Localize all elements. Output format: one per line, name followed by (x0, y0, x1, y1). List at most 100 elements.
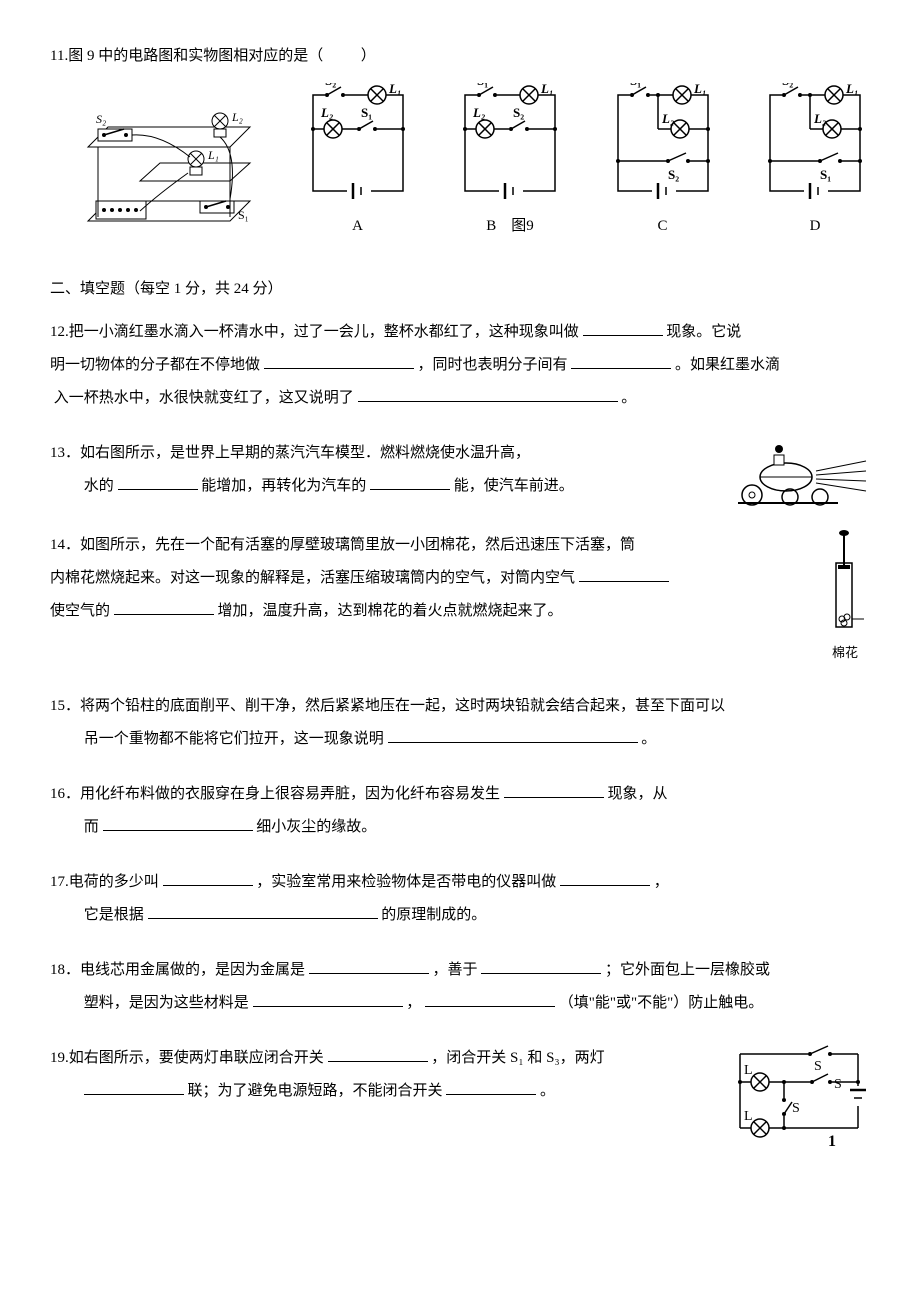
svg-text:S₂: S₂ (668, 167, 679, 182)
blank[interactable] (309, 958, 429, 974)
svg-text:L₂: L₂ (472, 105, 485, 120)
q12-t3: 明一切物体的分子都在不停地做 (50, 357, 260, 373)
svg-text:S₂: S₂ (96, 112, 106, 126)
q11-text-a: 11.图 9 中的电路图和实物图相对应的是（ (50, 48, 323, 64)
q15-t3: 。 (641, 731, 656, 747)
q14-figure: 棉花 (820, 529, 870, 668)
q11-label-b: B (486, 218, 496, 234)
question-16: 16．用化纤布料做的衣服穿在身上很容易弄脏，因为化纤布容易发生 现象，从 而 细… (50, 778, 870, 844)
blank[interactable] (163, 870, 253, 886)
q15-t1: 15．将两个铅柱的底面削平、削干净，然后紧紧地压在一起，这时两块铅就会结合起来，… (50, 698, 725, 714)
q12-t1: 12.把一小滴红墨水滴入一杯清水中，过了一会儿，整杯水都红了，这种现象叫做 (50, 324, 579, 340)
blank[interactable] (148, 903, 378, 919)
svg-text:L₂: L₂ (813, 111, 826, 126)
svg-text:S₂: S₂ (325, 83, 336, 88)
blank[interactable] (481, 958, 601, 974)
q11-circuit-a: S₂ L₁ L₂ S₁ A (303, 83, 413, 243)
q11-text-b: ） (361, 48, 376, 64)
blank[interactable] (114, 599, 214, 615)
q11-label-mid: 图9 (511, 218, 534, 234)
q12-t4: ，同时也表明分子间有 (418, 357, 568, 373)
q18-t4: 塑料，是因为这些材料是 (84, 995, 249, 1011)
question-19: S L S S L (50, 1042, 870, 1152)
blank[interactable] (264, 353, 414, 369)
question-14: 棉花 14．如图所示，先在一个配有活塞的厚壁玻璃筒里放一小团棉花，然后迅速压下活… (50, 529, 870, 668)
q13-figure (720, 437, 870, 507)
blank[interactable] (253, 991, 403, 1007)
svg-text:L₁: L₁ (388, 83, 401, 96)
blank[interactable] (560, 870, 650, 886)
blank[interactable] (446, 1079, 536, 1095)
q14-t4: 增加，温度升高，达到棉花的着火点就燃烧起来了。 (218, 603, 563, 619)
q16-t4: 细小灰尘的缘故。 (256, 819, 376, 835)
q19-t2: ，闭合开关 S₁ 和 S₃，两灯 (431, 1050, 604, 1066)
q18-t1: 18．电线芯用金属做的，是因为金属是 (50, 962, 305, 978)
svg-text:S: S (792, 1101, 800, 1116)
q11-label-c: C (608, 210, 718, 243)
q11-circuit-b: S₁ L₁ L₂ S₂ B 图9 (455, 83, 565, 243)
q11-label-d: D (760, 210, 870, 243)
q17-t4: 它是根据 (84, 907, 144, 923)
blank[interactable] (579, 566, 669, 582)
svg-text:S₂: S₂ (782, 83, 793, 88)
q16-t1: 16．用化纤布料做的衣服穿在身上很容易弄脏，因为化纤布容易发生 (50, 786, 500, 802)
q17-t3: ， (654, 874, 669, 890)
blank[interactable] (425, 991, 555, 1007)
svg-text:1: 1 (828, 1133, 836, 1150)
q13-t3: 能增加，再转化为汽车的 (201, 478, 366, 494)
svg-text:L: L (744, 1109, 753, 1124)
svg-text:L₁: L₁ (693, 83, 706, 96)
question-12: 12.把一小滴红墨水滴入一杯清水中，过了一会儿，整杯水都红了，这种现象叫做 现象… (50, 316, 870, 415)
blank[interactable] (103, 815, 253, 831)
svg-text:S₂: S₂ (513, 105, 524, 120)
q19-t4: 。 (540, 1083, 555, 1099)
blank[interactable] (571, 353, 671, 369)
q19-t3: 联；为了避免电源短路，不能闭合开关 (188, 1083, 443, 1099)
q11-figure-row: S₁ S₂ L₂ (80, 83, 870, 243)
question-11: 11.图 9 中的电路图和实物图相对应的是（ ） S₁ (50, 40, 870, 243)
q13-t4: 能，使汽车前进。 (454, 478, 574, 494)
q18-t5: ， (406, 995, 421, 1011)
q12-t5: 。如果红墨水滴 (675, 357, 780, 373)
svg-text:S: S (814, 1059, 822, 1074)
svg-text:L₁: L₁ (845, 83, 858, 96)
blank[interactable] (583, 320, 663, 336)
phys-s1: S₁ (238, 208, 249, 222)
q14-t2: 内棉花燃烧起来。对这一现象的解释是，活塞压缩玻璃筒内的空气，对筒内空气 (50, 570, 575, 586)
q16-t2: 现象，从 (608, 786, 668, 802)
q14-t3: 使空气的 (50, 603, 110, 619)
svg-text:S: S (834, 1077, 842, 1092)
svg-text:L₂: L₂ (320, 105, 333, 120)
svg-text:S₁: S₁ (477, 83, 488, 88)
blank[interactable] (328, 1046, 428, 1062)
svg-text:L₁: L₁ (207, 148, 219, 162)
q11-circuit-c: S₁ L₁ L₂ S₂ (608, 83, 718, 243)
question-15: 15．将两个铅柱的底面削平、削干净，然后紧紧地压在一起，这时两块铅就会结合起来，… (50, 690, 870, 756)
svg-text:L₂: L₂ (661, 111, 674, 126)
blank[interactable] (118, 474, 198, 490)
blank[interactable] (84, 1079, 184, 1095)
q14-t1: 14．如图所示，先在一个配有活塞的厚壁玻璃筒里放一小团棉花，然后迅速压下活塞，筒 (50, 537, 635, 553)
q15-t2: 吊一个重物都不能将它们拉开，这一现象说明 (84, 731, 384, 747)
blank[interactable] (358, 386, 618, 402)
q18-t3: ；它外面包上一层橡胶或 (605, 962, 770, 978)
svg-text:S₁: S₁ (820, 167, 831, 182)
q12-t2: 现象。它说 (666, 324, 741, 340)
q12-t7: 。 (621, 390, 636, 406)
q14-fig-label: 棉花 (820, 639, 870, 668)
question-17: 17.电荷的多少叫 ，实验室常用来检验物体是否带电的仪器叫做 ， 它是根据 的原… (50, 866, 870, 932)
section-2-title: 二、填空题（每空 1 分，共 24 分） (50, 273, 870, 306)
q17-t5: 的原理制成的。 (381, 907, 486, 923)
q16-t3: 而 (84, 819, 99, 835)
q12-t6: 入一杯热水中，水很快就变红了，这又说明了 (54, 390, 354, 406)
svg-text:L₂: L₂ (231, 110, 243, 124)
blank[interactable] (504, 782, 604, 798)
svg-text:S₁: S₁ (361, 105, 372, 120)
svg-text:S₁: S₁ (630, 83, 641, 88)
svg-text:L₁: L₁ (540, 83, 553, 96)
blank[interactable] (370, 474, 450, 490)
q17-t2: ，实验室常用来检验物体是否带电的仪器叫做 (256, 874, 556, 890)
svg-text:L: L (744, 1063, 753, 1078)
q11-physical: S₁ S₂ L₂ (80, 103, 260, 243)
blank[interactable] (388, 727, 638, 743)
